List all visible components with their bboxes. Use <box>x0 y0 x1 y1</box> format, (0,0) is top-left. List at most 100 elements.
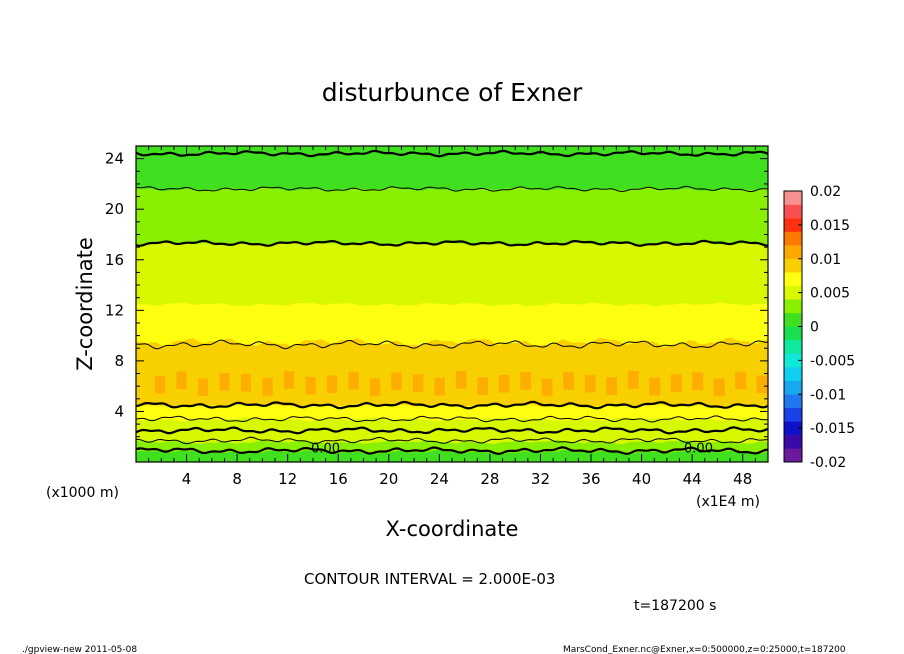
x-tick-label: 48 <box>733 470 752 488</box>
x-tick-label: 36 <box>581 470 600 488</box>
contour-patch <box>369 378 381 397</box>
contour-patch <box>735 371 747 390</box>
contour-band <box>136 263 768 307</box>
contour-patch <box>477 377 488 395</box>
y-tick-label: 8 <box>114 352 124 370</box>
contour-patch <box>197 378 209 397</box>
colorbar-tick-label: -0.005 <box>810 353 855 369</box>
contour-patch <box>606 377 618 395</box>
contour-patch <box>305 376 316 395</box>
y-tick-label: 24 <box>105 150 124 168</box>
colorbar-swatch <box>783 272 803 287</box>
x-tick-label: 8 <box>232 470 242 488</box>
x-tick-label: 12 <box>278 470 297 488</box>
contour-band <box>136 146 768 192</box>
colorbar-swatch <box>783 434 803 449</box>
contour-patch <box>240 373 252 392</box>
colorbar-tick-label: -0.015 <box>810 421 855 437</box>
colorbar-swatch <box>783 339 803 354</box>
contour-patch <box>713 378 725 397</box>
contour-patch <box>176 371 187 390</box>
contour-patch <box>219 372 230 391</box>
contour-line <box>136 415 768 423</box>
contour-patch <box>670 374 682 393</box>
x-tick-label: 16 <box>329 470 348 488</box>
y-tick-label: 20 <box>105 200 124 218</box>
colorbar: 0.02 0.015 0.01 0.005 0 -0.005 -0.01 -0.015 -0.0… <box>783 184 855 471</box>
x-tick-label: 20 <box>379 470 398 488</box>
x-tick-label: 24 <box>430 470 449 488</box>
contour-patch <box>541 378 553 397</box>
colorbar-swatch <box>783 231 803 246</box>
colorbar-tick-label: 0 <box>810 320 819 336</box>
contour-band <box>136 186 768 219</box>
colorbar-swatch <box>783 407 803 422</box>
contour-line <box>136 446 768 456</box>
colorbar-swatch <box>783 245 803 259</box>
y-axis-label: Z-coordinate <box>73 237 97 371</box>
contour-patch <box>649 377 661 396</box>
contour-patch <box>498 374 510 393</box>
contour-line <box>136 185 768 193</box>
y-tick-label: 16 <box>105 251 124 269</box>
contour-patch <box>756 375 768 394</box>
contour-label: 0.00 <box>311 441 340 456</box>
contour-patch <box>262 378 273 396</box>
colorbar-tick-label: 0.01 <box>810 252 841 268</box>
x-tick-label: 32 <box>531 470 550 488</box>
colorbar-tick-label: -0.01 <box>810 387 846 403</box>
contour-patch <box>283 371 295 389</box>
colorbar-tick-label: -0.02 <box>810 455 846 471</box>
colorbar-tick-label: 0.005 <box>810 286 850 302</box>
contour-lines <box>136 149 768 456</box>
colorbar-swatch <box>783 299 803 314</box>
contour-line <box>136 400 768 410</box>
contour-line <box>136 239 768 247</box>
x-axis-label: X-coordinate <box>386 517 519 541</box>
x-tick-label: 40 <box>632 470 651 488</box>
colorbar-tick-label: 0.015 <box>810 218 850 234</box>
colorbar-swatch <box>783 366 803 381</box>
colorbar-swatch <box>783 312 803 327</box>
x-unit-label: (x1E4 m) <box>696 494 760 510</box>
contour-patch <box>391 372 402 391</box>
x-tick-label: 4 <box>182 470 192 488</box>
x-tick-label: 44 <box>683 470 702 488</box>
contour-line <box>136 339 768 350</box>
contour-patch <box>434 377 445 396</box>
y-unit-label: (x1000 m) <box>46 485 119 501</box>
y-axis: 4 8 12 16 20 24 <box>105 145 768 463</box>
footer-left: ./gpview-new 2011-05-08 <box>22 645 137 654</box>
contour-fill <box>136 146 768 462</box>
contour-patch <box>348 371 359 390</box>
contour-patch <box>455 371 467 389</box>
contour-patch <box>584 374 596 393</box>
y-tick-label: 4 <box>114 402 124 420</box>
contour-patch <box>520 372 532 390</box>
y-tick-label: 12 <box>105 301 124 319</box>
contour-line <box>136 149 768 158</box>
colorbar-swatch <box>783 380 803 395</box>
colorbar-swatch <box>783 326 803 341</box>
colorbar-swatch <box>783 204 803 219</box>
contour-band <box>136 213 768 246</box>
contour-patch <box>563 372 575 390</box>
chart-title: disturbunce of Exner <box>322 78 583 107</box>
x-tick-label: 28 <box>480 470 499 488</box>
colorbar-swatch <box>783 448 803 463</box>
footer-right: MarsCond_Exner.nc@Exner,x=0:500000,z=0:2… <box>563 645 846 654</box>
contour-label: 0.00 <box>684 441 713 456</box>
contour-patch <box>692 372 704 391</box>
x-axis: 4 8 12 16 20 24 28 32 36 40 44 48 <box>135 146 769 488</box>
contour-line <box>136 426 768 435</box>
colorbar-swatch <box>783 258 803 273</box>
contour-interval: CONTOUR INTERVAL = 2.000E-03 <box>304 570 555 588</box>
colorbar-swatch <box>783 394 803 409</box>
colorbar-swatch <box>783 190 803 205</box>
contour-patch <box>627 371 639 389</box>
contour-patch <box>326 375 338 394</box>
time-label: t=187200 s <box>634 598 716 614</box>
colorbar-tick-label: 0.02 <box>810 184 841 200</box>
contour-patch <box>155 375 166 394</box>
